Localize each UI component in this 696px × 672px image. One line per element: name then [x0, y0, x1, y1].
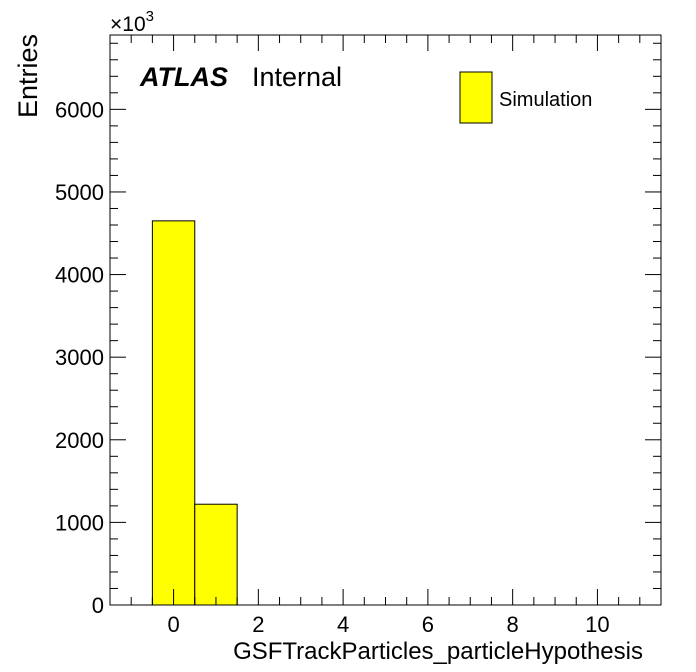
legend-label-simulation: Simulation — [499, 89, 592, 111]
y-tick-label: 0 — [92, 593, 104, 618]
histogram-bars — [151, 220, 238, 606]
y-tick-label: 1000 — [55, 510, 104, 535]
y-tick-label: 4000 — [55, 263, 104, 288]
histogram-bar-1 — [194, 503, 238, 606]
y-tick-label: 3000 — [55, 345, 104, 370]
x-tick-label: 8 — [507, 612, 519, 637]
y-tick-label: 5000 — [55, 180, 104, 205]
x-tick-label: 2 — [252, 612, 264, 637]
y-tick-label: 6000 — [55, 97, 104, 122]
y-axis-label: Entries — [13, 34, 43, 118]
x-tick-label: 4 — [337, 612, 349, 637]
x-tick-label: 10 — [585, 612, 609, 637]
atlas-status: Internal — [252, 62, 342, 92]
atlas-label: ATLAS — [139, 62, 228, 92]
y-tick-label: 2000 — [55, 428, 104, 453]
legend-swatch-simulation — [459, 71, 493, 124]
y-multiplier: ×103 — [110, 8, 154, 36]
axis-ticks: 0 2 4 6 8 10 0 1000 2000 3000 4000 5000 6000 — [55, 35, 662, 637]
x-tick-label: 0 — [167, 612, 179, 637]
legend: Simulation — [459, 71, 592, 124]
histogram-bar-0 — [151, 220, 196, 606]
x-axis-label: GSFTrackParticles_particleHypothesis — [233, 638, 643, 665]
x-tick-label: 6 — [422, 612, 434, 637]
